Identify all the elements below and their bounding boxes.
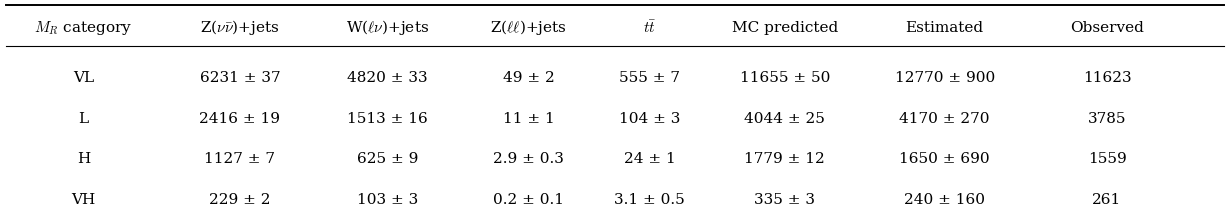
Text: 261: 261	[1092, 193, 1122, 207]
Text: 12770 ± 900: 12770 ± 900	[894, 71, 995, 85]
Text: 2.9 ± 0.3: 2.9 ± 0.3	[493, 152, 565, 166]
Text: 2416 ± 19: 2416 ± 19	[199, 112, 280, 126]
Text: 4044 ± 25: 4044 ± 25	[744, 112, 825, 126]
Text: 11655 ± 50: 11655 ± 50	[739, 71, 830, 85]
Text: MC predicted: MC predicted	[732, 21, 838, 35]
Text: 4820 ± 33: 4820 ± 33	[347, 71, 428, 85]
Text: 3.1 ± 0.5: 3.1 ± 0.5	[614, 193, 685, 207]
Text: 11 ± 1: 11 ± 1	[503, 112, 555, 126]
Text: VL: VL	[73, 71, 95, 85]
Text: VH: VH	[71, 193, 96, 207]
Text: Estimated: Estimated	[905, 21, 984, 35]
Text: Observed: Observed	[1070, 21, 1144, 35]
Text: 4170 ± 270: 4170 ± 270	[899, 112, 990, 126]
Text: L: L	[79, 112, 89, 126]
Text: 1779 ± 12: 1779 ± 12	[744, 152, 825, 166]
Text: 104 ± 3: 104 ± 3	[619, 112, 680, 126]
Text: Z($\nu\bar{\nu}$)+jets: Z($\nu\bar{\nu}$)+jets	[200, 18, 279, 37]
Text: 625 ± 9: 625 ± 9	[357, 152, 418, 166]
Text: 229 ± 2: 229 ± 2	[209, 193, 271, 207]
Text: 240 ± 160: 240 ± 160	[904, 193, 985, 207]
Text: 0.2 ± 0.1: 0.2 ± 0.1	[493, 193, 565, 207]
Text: W($\ell\nu$)+jets: W($\ell\nu$)+jets	[346, 18, 429, 37]
Text: 555 ± 7: 555 ± 7	[619, 71, 680, 85]
Text: H: H	[77, 152, 90, 166]
Text: 335 ± 3: 335 ± 3	[754, 193, 815, 207]
Text: 1127 ± 7: 1127 ± 7	[204, 152, 276, 166]
Text: 24 ± 1: 24 ± 1	[624, 152, 675, 166]
Text: 6231 ± 37: 6231 ± 37	[199, 71, 280, 85]
Text: 1559: 1559	[1087, 152, 1127, 166]
Text: 11623: 11623	[1082, 71, 1132, 85]
Text: $t\bar{t}$: $t\bar{t}$	[643, 20, 656, 36]
Text: $M_R$ category: $M_R$ category	[34, 19, 133, 37]
Text: Z($\ell\ell$)+jets: Z($\ell\ell$)+jets	[491, 18, 567, 37]
Text: 103 ± 3: 103 ± 3	[357, 193, 418, 207]
Text: 3785: 3785	[1087, 112, 1127, 126]
Text: 1650 ± 690: 1650 ± 690	[899, 152, 990, 166]
Text: 1513 ± 16: 1513 ± 16	[347, 112, 428, 126]
Text: 49 ± 2: 49 ± 2	[503, 71, 555, 85]
